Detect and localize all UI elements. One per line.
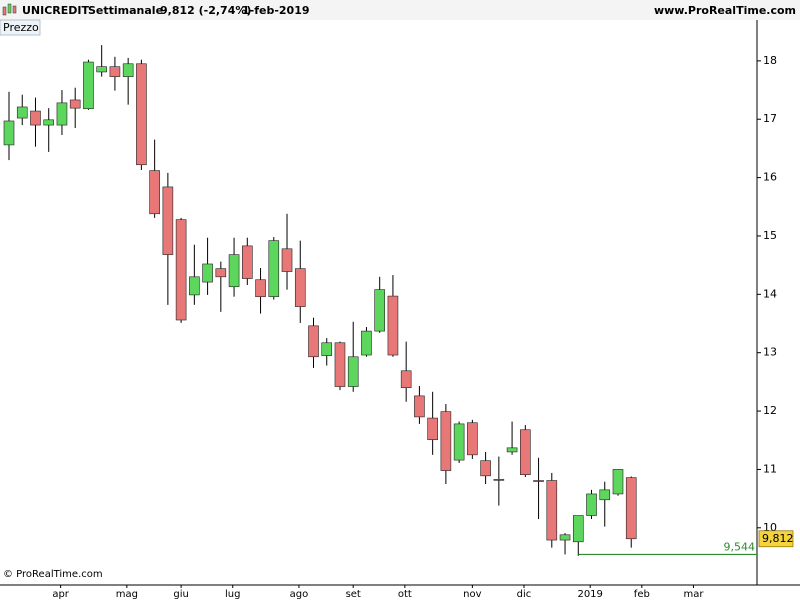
x-tick-label: ott — [398, 589, 412, 600]
candle-body — [202, 263, 213, 283]
y-tick-label: 12 — [763, 404, 777, 417]
candle-body — [122, 63, 134, 77]
candle-body — [625, 477, 637, 540]
date: 1-feb-2019 — [242, 4, 310, 17]
candle-body — [572, 515, 584, 543]
last-price-box — [758, 530, 794, 548]
x-tick-label: set — [346, 589, 361, 600]
x-tick-label: dic — [517, 589, 532, 600]
candle-body — [493, 479, 505, 481]
candle-body — [387, 295, 399, 356]
candle-body — [3, 120, 15, 146]
x-tick-label: mag — [116, 589, 138, 600]
candle-body — [453, 423, 465, 461]
candle-body — [16, 106, 28, 119]
x-tick-label: nov — [463, 589, 481, 600]
candle-body — [546, 480, 558, 541]
candle-body — [480, 460, 491, 477]
logo-icon — [2, 3, 17, 16]
candle-body — [321, 342, 333, 356]
candle-body — [96, 66, 107, 73]
candle-body — [228, 254, 240, 288]
x-tick-label: giu — [173, 589, 188, 600]
last-price-label: 9,812 — [762, 532, 794, 545]
period: Settimanale — [88, 4, 163, 17]
x-tick-label: ago — [290, 589, 309, 600]
y-tick-label: 15 — [763, 229, 777, 242]
y-tick-label: 17 — [763, 112, 777, 125]
candle-body — [533, 480, 544, 482]
candle-body — [414, 395, 425, 418]
candle-body — [255, 279, 266, 297]
candle-body — [30, 110, 41, 126]
candle-body — [361, 330, 372, 356]
candle-body — [586, 493, 597, 516]
x-tick-label: 2019 — [577, 589, 602, 600]
candle-body — [281, 248, 293, 272]
site: www.ProRealTime.com — [654, 4, 796, 17]
candle-body — [467, 422, 478, 456]
candle-body — [400, 370, 412, 389]
candle-body — [559, 534, 571, 541]
candle-body — [440, 411, 452, 471]
candle-body — [109, 66, 121, 77]
candle-body — [427, 417, 438, 440]
candle-body — [268, 240, 280, 297]
candle-body — [162, 186, 174, 255]
candle-body — [149, 170, 160, 215]
candle-body — [520, 429, 531, 475]
x-tick-label: apr — [52, 589, 69, 600]
candle-body — [599, 489, 611, 501]
copyright: © ProRealTime.com — [3, 569, 103, 580]
symbol: UNICREDIT — [22, 4, 90, 17]
candle-body — [374, 289, 385, 332]
candle-body — [83, 61, 94, 110]
y-tick-label: 18 — [763, 54, 777, 67]
x-tick-label: feb — [634, 589, 650, 600]
x-tick-label: lug — [225, 589, 240, 600]
candle-body — [294, 268, 306, 307]
candle-body — [506, 447, 518, 453]
candle-body — [189, 276, 200, 296]
candle-body — [308, 325, 319, 358]
header-bar — [0, 0, 800, 20]
y-tick-label: 13 — [763, 346, 777, 359]
candle-body — [347, 356, 359, 387]
y-tick-label: 16 — [763, 171, 777, 184]
candle-body — [69, 99, 81, 109]
candle-body — [242, 245, 253, 279]
candle-body — [136, 63, 147, 166]
candle-body — [215, 268, 227, 278]
candle-body — [175, 219, 187, 321]
support-label: 9,544 — [724, 540, 756, 553]
x-tick-label: mar — [683, 589, 704, 600]
panel-label-box — [0, 19, 41, 36]
y-tick-label: 14 — [763, 287, 777, 300]
candle-body — [612, 469, 624, 495]
candle-body — [334, 342, 346, 387]
panel-label: Prezzo — [3, 21, 39, 34]
quote: 9,812 (-2,74%) — [160, 4, 251, 17]
y-tick-label: 11 — [763, 462, 777, 475]
candle-body — [56, 102, 68, 126]
candle-body — [43, 119, 55, 126]
